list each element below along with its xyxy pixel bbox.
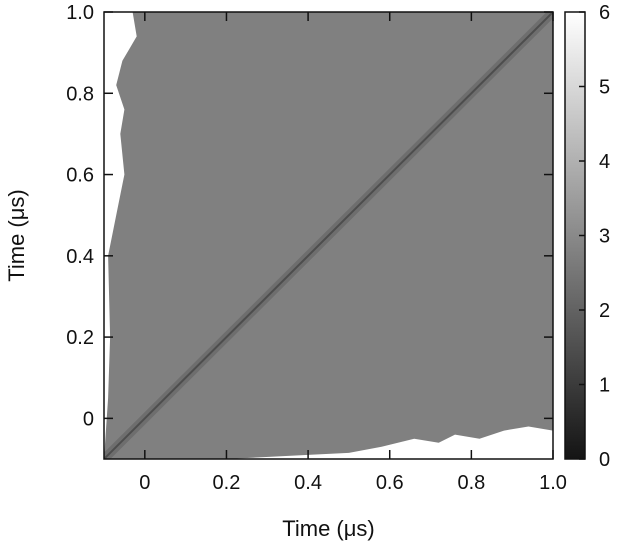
colorbar-tick-label: 0	[599, 449, 610, 471]
plot-area	[104, 12, 553, 459]
y-tick-label: 0.6	[66, 165, 94, 187]
x-tick-label: 0	[139, 472, 150, 494]
y-tick-label: 0	[83, 408, 94, 430]
colorbar-tick-label: 2	[599, 300, 610, 322]
x-tick-label: 0.4	[294, 472, 322, 494]
plot-frame	[103, 11, 554, 460]
colorbar-tick-label: 5	[599, 77, 610, 99]
colorbar-tick-label: 6	[599, 2, 610, 24]
colorbar-tick-label: 3	[599, 226, 610, 248]
x-tick-label: 0.6	[376, 472, 404, 494]
x-axis-title: Time (μs)	[282, 516, 375, 541]
x-tick-label: 0.2	[213, 472, 241, 494]
y-axis: 0 0.2 0.4 0.6 0.8 1.0	[66, 2, 553, 430]
y-tick-label: 0.2	[66, 327, 94, 349]
colorbar-tick-label: 4	[599, 151, 610, 173]
diagonal-core-line	[104, 12, 553, 459]
y-axis-title: Time (μs)	[4, 189, 29, 282]
y-tick-label: 0.4	[66, 246, 94, 268]
y-tick-label: 0.8	[66, 83, 94, 105]
x-tick-label: 0.8	[457, 472, 485, 494]
x-axis: 0 0.2 0.4 0.6 0.8 1.0	[139, 12, 567, 494]
colorbar-tick-label: 1	[599, 375, 610, 397]
x-tick-label: 1.0	[539, 472, 567, 494]
colorbar-ticks: 0 1 2 3 4 5 6	[579, 2, 610, 471]
colorbar: 0 1 2 3 4 5 6	[564, 2, 610, 471]
y-tick-label: 1.0	[66, 2, 94, 24]
